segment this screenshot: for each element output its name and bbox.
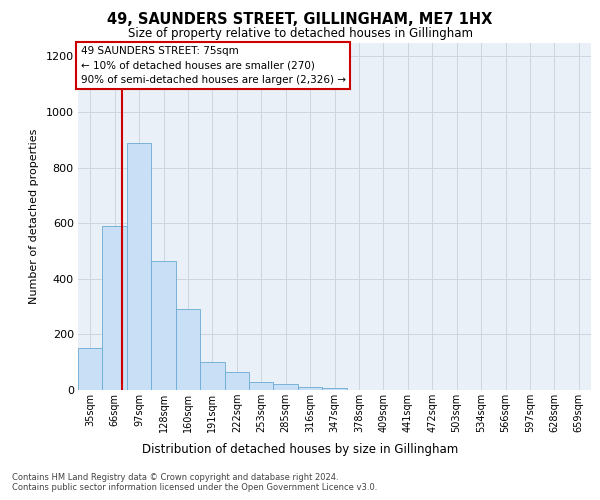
Bar bbox=[103, 226, 127, 390]
Bar bbox=[249, 382, 274, 390]
Bar bbox=[200, 362, 224, 390]
Bar bbox=[322, 388, 347, 390]
Text: Size of property relative to detached houses in Gillingham: Size of property relative to detached ho… bbox=[128, 28, 473, 40]
Bar bbox=[274, 384, 298, 390]
Text: Contains HM Land Registry data © Crown copyright and database right 2024.: Contains HM Land Registry data © Crown c… bbox=[12, 472, 338, 482]
Y-axis label: Number of detached properties: Number of detached properties bbox=[29, 128, 39, 304]
Text: Distribution of detached houses by size in Gillingham: Distribution of detached houses by size … bbox=[142, 442, 458, 456]
Bar bbox=[298, 386, 322, 390]
Bar bbox=[78, 348, 103, 390]
Text: 49, SAUNDERS STREET, GILLINGHAM, ME7 1HX: 49, SAUNDERS STREET, GILLINGHAM, ME7 1HX bbox=[107, 12, 493, 28]
Bar bbox=[176, 310, 200, 390]
Text: Contains public sector information licensed under the Open Government Licence v3: Contains public sector information licen… bbox=[12, 484, 377, 492]
Bar bbox=[224, 372, 249, 390]
Text: 49 SAUNDERS STREET: 75sqm
← 10% of detached houses are smaller (270)
90% of semi: 49 SAUNDERS STREET: 75sqm ← 10% of detac… bbox=[80, 46, 346, 85]
Bar bbox=[127, 142, 151, 390]
Bar bbox=[151, 260, 176, 390]
